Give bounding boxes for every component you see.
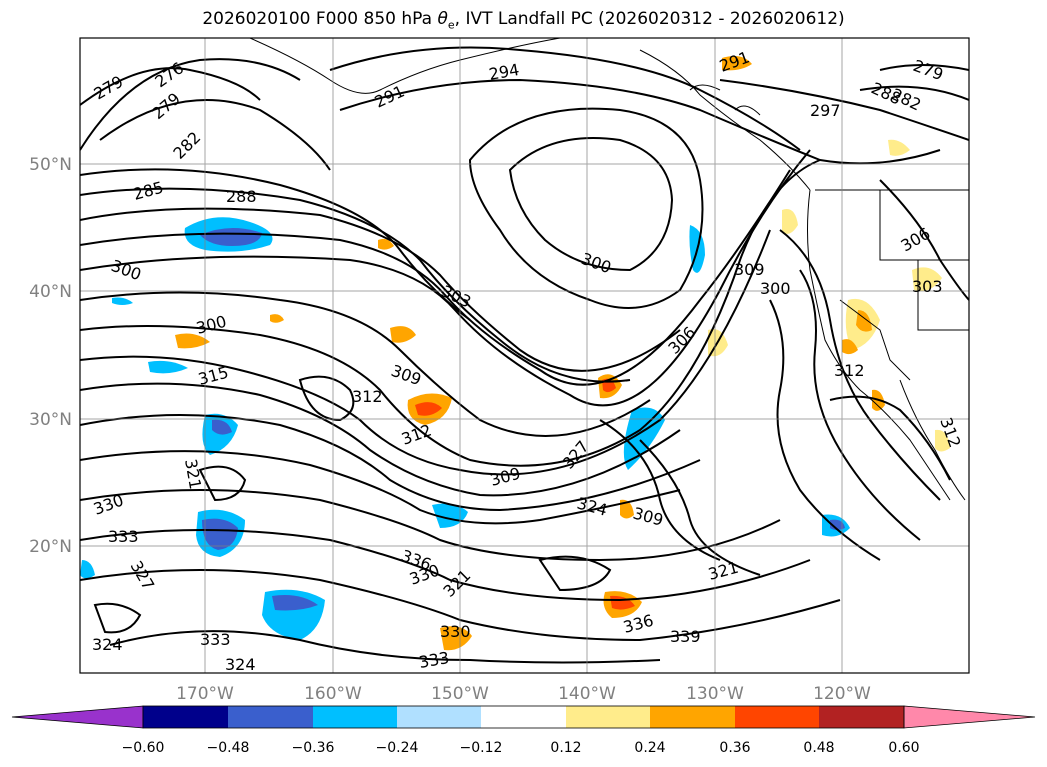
colorbar-tick-label: −0.36	[292, 740, 335, 756]
colorbar-tick-label: 0.36	[719, 740, 750, 756]
latitude-ticks: 50°N 40°N 30°N 20°N	[29, 155, 72, 557]
lon-tick-label: 120°W	[813, 684, 871, 704]
longitude-ticks: 170°W 160°W 150°W 140°W 130°W 120°W	[176, 684, 871, 704]
lon-tick-label: 150°W	[431, 684, 489, 704]
lon-tick-label: 170°W	[176, 684, 234, 704]
contour-label: 333	[200, 630, 231, 649]
contour-label: 333	[108, 527, 139, 546]
colorbar-tick-label: −0.12	[460, 740, 503, 756]
colorbar-cell	[566, 706, 650, 728]
colorbar-ticks: −0.60 −0.48 −0.36 −0.24 −0.12 0.12 0.24 …	[122, 740, 920, 756]
colorbar-cell	[313, 706, 397, 728]
contour-label: 312	[834, 361, 865, 380]
colorbar-extend-max	[903, 705, 1036, 729]
contour-label: 309	[734, 260, 765, 279]
lon-tick-label: 140°W	[558, 684, 616, 704]
colorbar-extend-min	[11, 705, 144, 729]
coastlines	[249, 38, 969, 501]
lon-tick-label: 160°W	[304, 684, 362, 704]
colorbar-cell	[481, 706, 566, 728]
colorbar-frame	[142, 705, 905, 729]
colorbar-tick-label: 0.12	[550, 740, 581, 756]
lon-tick-label: 130°W	[686, 684, 744, 704]
colorbar-cell	[650, 706, 735, 728]
contour-label: 339	[670, 627, 701, 646]
colorbar-tick-label: 0.60	[888, 740, 919, 756]
contour-label: 297	[810, 101, 841, 120]
lat-tick-label: 50°N	[29, 155, 72, 175]
colorbar-tick-label: −0.48	[207, 740, 250, 756]
colorbar-cell	[143, 706, 228, 728]
colorbar-cell	[735, 706, 819, 728]
contour-label: 330	[440, 622, 471, 641]
contour-label: 324	[92, 635, 123, 654]
colorbar-cell	[397, 706, 481, 728]
colorbar-tick-label: −0.60	[122, 740, 165, 756]
contour-label: 312	[352, 387, 383, 406]
colorbar-cell	[228, 706, 313, 728]
contour-label: 300	[760, 279, 791, 298]
lat-tick-label: 20°N	[29, 537, 72, 557]
contour-label: 303	[912, 277, 943, 296]
colorbar-tick-label: 0.48	[803, 740, 834, 756]
contour-label: 324	[225, 655, 256, 674]
colorbar-cell	[819, 706, 904, 728]
gridlines	[80, 38, 969, 673]
lat-tick-label: 40°N	[29, 282, 72, 302]
lat-tick-label: 30°N	[29, 410, 72, 430]
contour-label: 288	[226, 187, 257, 206]
map-title: 2026020100 F000 850 hPa θe, IVT Landfall…	[202, 9, 845, 32]
colorbar-tick-label: 0.24	[634, 740, 665, 756]
colorbar-tick-label: −0.24	[376, 740, 419, 756]
colorbar: −0.60 −0.48 −0.36 −0.24 −0.12 0.12 0.24 …	[11, 705, 1036, 756]
map-frame	[79, 37, 970, 674]
map-plot-area: 279 276 279 282 285 288 291 294 291 297 …	[29, 37, 970, 704]
